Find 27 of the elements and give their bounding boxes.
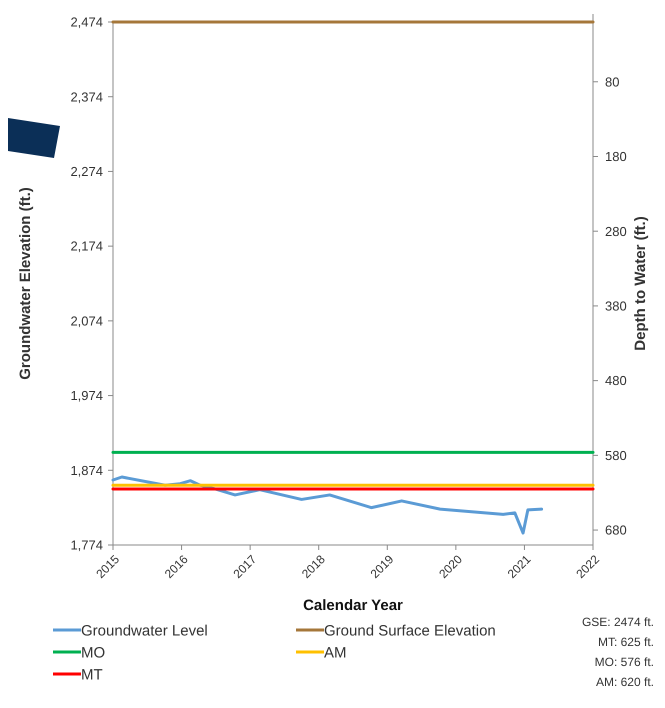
y-tick-label: 1,774 [70, 538, 103, 553]
y-axis-title: Groundwater Elevation (ft.) [17, 187, 34, 380]
y2-axis-title: Depth to Water (ft.) [632, 216, 649, 351]
y-tick-label: 1,874 [70, 462, 103, 478]
y2-tick-label: 380 [605, 298, 627, 314]
legend-label: Ground Surface Elevation [324, 622, 496, 640]
text: GSE: 2474 ft. [582, 615, 654, 629]
text: MO: 576 ft. [594, 655, 654, 669]
legend-label: MT [81, 666, 103, 684]
text: MT: 625 ft. [598, 635, 654, 649]
y2-tick-label: 180 [605, 149, 627, 164]
legend-label: MO [81, 644, 106, 662]
y-tick-label: 2,074 [70, 313, 103, 328]
y2-tick-label: 680 [605, 522, 627, 538]
y-tick-label: 1,974 [70, 388, 103, 404]
x-axis-title: Calendar Year [303, 597, 404, 614]
y-tick-label: 2,274 [70, 164, 103, 179]
y2-tick-label: 280 [605, 224, 627, 239]
y2-tick-label: 580 [605, 448, 627, 463]
legend-label: Groundwater Level [81, 622, 208, 640]
y2-tick-label: 480 [605, 373, 627, 388]
y-tick-label: 2,174 [70, 238, 103, 254]
legend-label: AM [324, 644, 346, 662]
y2-tick-label: 80 [605, 74, 620, 90]
y-tick-label: 2,474 [70, 14, 103, 30]
text: AM: 620 ft. [596, 675, 654, 689]
y-tick-label: 2,374 [70, 89, 103, 104]
